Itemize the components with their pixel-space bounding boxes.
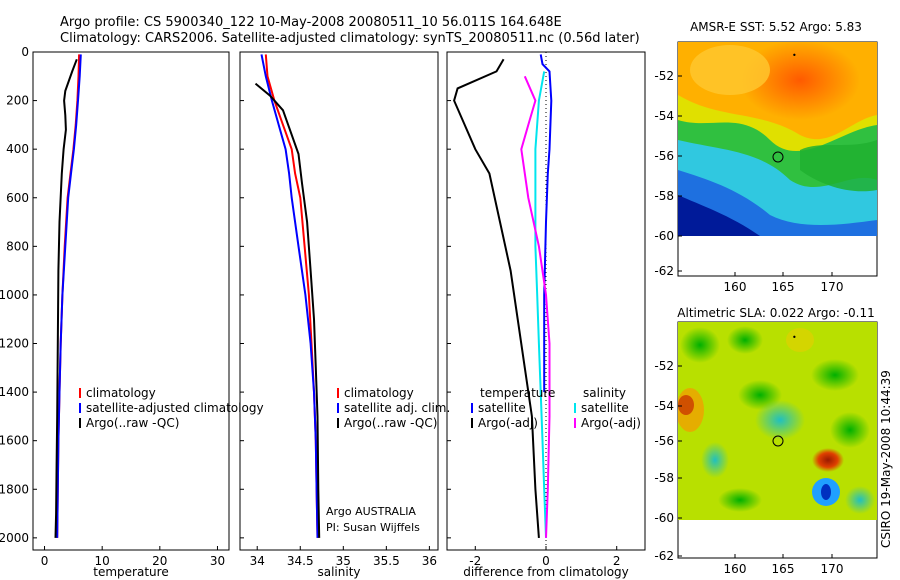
x-tick-label: 34.5 <box>287 554 314 568</box>
map-y-tick-label: -56 <box>654 149 674 163</box>
y-tick-label: 2000 <box>0 531 29 545</box>
legend-label: climatology <box>344 386 414 400</box>
y-tick-label: 600 <box>6 191 29 205</box>
series-line-0 <box>539 54 553 393</box>
x-axis-label: difference from climatology <box>463 565 629 579</box>
legend-label: Argo(-adj) <box>581 416 641 430</box>
map-x-tick-label: 165 <box>772 562 795 576</box>
sla-map: Altimetric SLA: 0.022 Argo: -0.11 • <box>677 306 878 559</box>
y-tick-label: 0 <box>21 45 29 59</box>
map-y-tick-label: -58 <box>654 189 674 203</box>
map-x-tick-label: 170 <box>821 562 844 576</box>
y-tick-label: 1600 <box>0 434 29 448</box>
x-tick-label: 20 <box>152 554 167 568</box>
y-tick-label: 400 <box>6 142 29 156</box>
sst-map-title: AMSR-E SST: 5.52 Argo: 5.83 <box>690 20 862 34</box>
header-line-1: Argo profile: CS 5900340_122 10-May-2008… <box>60 15 562 30</box>
sla-map-title: Altimetric SLA: 0.022 Argo: -0.11 <box>677 306 874 320</box>
x-tick-label: 35.5 <box>373 554 400 568</box>
map-y-tick-label: -56 <box>654 434 674 448</box>
series-line-1 <box>56 54 82 538</box>
axes-frame <box>32 51 230 551</box>
x-tick-label: 0 <box>542 554 550 568</box>
legend-label: satellite-adjusted climatology <box>86 401 264 415</box>
x-tick-label: 2 <box>613 554 621 568</box>
legend-label: satellite <box>581 401 629 415</box>
x-tick-label: 10 <box>95 554 110 568</box>
map-y-tick-label: -52 <box>654 69 674 83</box>
x-axis-label: salinity <box>317 565 360 579</box>
y-tick-label: 200 <box>6 94 29 108</box>
legend-label: Argo(-adj) <box>478 416 538 430</box>
sla-island-marker: • <box>792 333 797 342</box>
sla-float-marker <box>772 435 784 447</box>
argo-agency-annotation: Argo AUSTRALIA <box>326 505 416 518</box>
map-y-tick-label: -54 <box>654 109 674 123</box>
timestamp: CSIRO 19-May-2008 10:44:39 <box>879 370 893 548</box>
map-y-tick-label: -60 <box>654 511 674 525</box>
map-y-tick-label: -54 <box>654 399 674 413</box>
header-line-2: Climatology: CARS2006. Satellite-adjuste… <box>60 31 640 46</box>
x-tick-label: 0 <box>41 554 49 568</box>
y-tick-label: 800 <box>6 239 29 253</box>
series-line-0 <box>264 54 319 538</box>
sst-float-marker <box>772 151 784 163</box>
y-tick-label: 1000 <box>0 288 29 302</box>
x-axis-label: temperature <box>93 565 168 579</box>
sla-field <box>678 322 877 520</box>
map-y-tick-label: -62 <box>654 264 674 278</box>
sst-field <box>678 42 877 236</box>
x-tick-label: -2 <box>469 554 481 568</box>
pi-annotation: PI: Susan Wijffels <box>326 521 420 534</box>
axes-frame <box>239 51 439 551</box>
series-line-2 <box>54 58 78 538</box>
series-line-2 <box>534 71 547 538</box>
map-x-tick-label: 170 <box>821 280 844 294</box>
map-ticks: -52 -54 -56 -58 -60 -62 160 165 170 -52 -54 -56 -58 -… <box>654 69 843 576</box>
series-line-2 <box>254 82 321 538</box>
legend-heading: temperature <box>480 386 555 400</box>
sst-island-marker: • <box>792 51 797 60</box>
map-y-tick-label: -60 <box>654 229 674 243</box>
legend-label: satellite adj. clim. <box>344 401 450 415</box>
sst-map: AMSR-E SST: 5.52 Argo: 5.83 • <box>677 20 878 277</box>
map-x-tick-label: 160 <box>724 562 747 576</box>
temperature-panel: 0 10 20 30 temperature 0 200 400 600 800 1000 1200 1… <box>0 45 264 579</box>
x-tick-label: 35 <box>336 554 351 568</box>
series-line-1 <box>260 54 319 538</box>
map-x-tick-label: 160 <box>724 280 747 294</box>
series-line-1 <box>453 58 540 538</box>
x-tick-label: 30 <box>210 554 225 568</box>
x-tick-label: 34 <box>250 554 265 568</box>
map-y-tick-label: -58 <box>654 471 674 485</box>
series-line-3 <box>520 75 551 538</box>
y-tick-label: 1400 <box>0 385 29 399</box>
salinity-panel: 34 34.5 35 35.5 36 salinity climatologysatelli… <box>239 51 450 579</box>
legend-heading: salinity <box>583 386 626 400</box>
map-y-tick-label: -52 <box>654 359 674 373</box>
legend-label: climatology <box>86 386 156 400</box>
legend-label: Argo(..raw -QC) <box>344 416 437 430</box>
y-tick-label: 1200 <box>0 337 29 351</box>
map-y-tick-label: -62 <box>654 549 674 563</box>
legend-label: Argo(..raw -QC) <box>86 416 179 430</box>
y-tick-label: 1800 <box>0 482 29 496</box>
map-x-tick-label: 165 <box>772 280 795 294</box>
legend-label: satellite <box>478 401 526 415</box>
x-tick-label: 36 <box>422 554 437 568</box>
